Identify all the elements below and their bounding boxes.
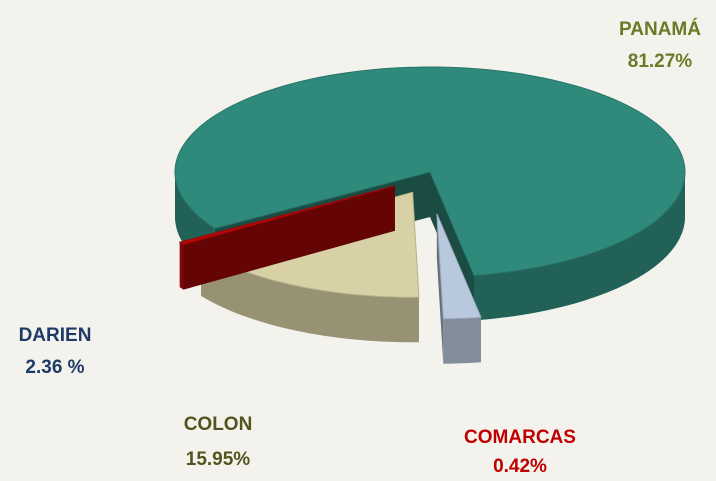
slice-side xyxy=(474,172,685,321)
slice-label: COMARCAS xyxy=(464,427,576,448)
slice-label: PANAMÁ xyxy=(619,18,701,40)
slice-value-label: 81.27% xyxy=(628,51,693,72)
slice-label: DARIEN xyxy=(19,325,92,346)
slice-cut-face xyxy=(436,213,444,364)
pie-slice xyxy=(178,185,396,246)
pie-slice xyxy=(436,213,482,320)
slice-side xyxy=(179,242,184,290)
slice-side xyxy=(201,251,419,343)
slice-label: COLON xyxy=(184,414,253,435)
pie-slice xyxy=(174,66,686,276)
slice-value-label: 2.36 % xyxy=(25,357,84,378)
slice-value-label: 0.42% xyxy=(493,456,547,477)
slice-value-label: 15.95% xyxy=(186,449,251,470)
slice-cut-face xyxy=(179,185,395,288)
slice-side xyxy=(443,317,481,364)
